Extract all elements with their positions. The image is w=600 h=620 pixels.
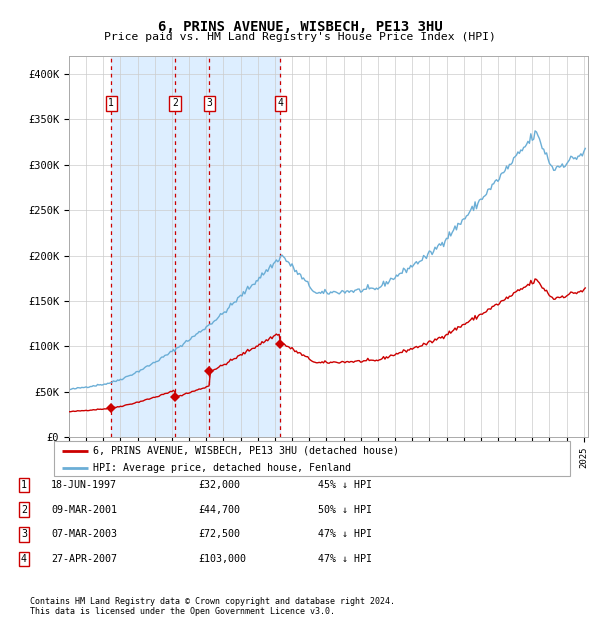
Text: 3: 3 [206, 99, 212, 108]
Text: £44,700: £44,700 [198, 505, 240, 515]
Text: Price paid vs. HM Land Registry's House Price Index (HPI): Price paid vs. HM Land Registry's House … [104, 32, 496, 42]
Text: 2: 2 [172, 99, 178, 108]
Text: 50% ↓ HPI: 50% ↓ HPI [318, 505, 372, 515]
Text: 18-JUN-1997: 18-JUN-1997 [51, 480, 117, 490]
Text: 47% ↓ HPI: 47% ↓ HPI [318, 529, 372, 539]
Text: 1: 1 [21, 480, 27, 490]
Text: 6, PRINS AVENUE, WISBECH, PE13 3HU (detached house): 6, PRINS AVENUE, WISBECH, PE13 3HU (deta… [92, 446, 398, 456]
Text: This data is licensed under the Open Government Licence v3.0.: This data is licensed under the Open Gov… [30, 607, 335, 616]
Text: 4: 4 [21, 554, 27, 564]
Text: 47% ↓ HPI: 47% ↓ HPI [318, 554, 372, 564]
Text: 3: 3 [21, 529, 27, 539]
Text: £32,000: £32,000 [198, 480, 240, 490]
Text: 6, PRINS AVENUE, WISBECH, PE13 3HU: 6, PRINS AVENUE, WISBECH, PE13 3HU [158, 20, 442, 34]
Text: £72,500: £72,500 [198, 529, 240, 539]
Text: 07-MAR-2003: 07-MAR-2003 [51, 529, 117, 539]
Text: 4: 4 [277, 99, 283, 108]
Text: 09-MAR-2001: 09-MAR-2001 [51, 505, 117, 515]
Text: 1: 1 [108, 99, 114, 108]
Text: 27-APR-2007: 27-APR-2007 [51, 554, 117, 564]
Text: £103,000: £103,000 [198, 554, 246, 564]
Text: Contains HM Land Registry data © Crown copyright and database right 2024.: Contains HM Land Registry data © Crown c… [30, 597, 395, 606]
Text: 45% ↓ HPI: 45% ↓ HPI [318, 480, 372, 490]
FancyBboxPatch shape [54, 441, 570, 476]
Text: HPI: Average price, detached house, Fenland: HPI: Average price, detached house, Fenl… [92, 463, 350, 473]
Text: 2: 2 [21, 505, 27, 515]
Bar [111, 56, 280, 437]
